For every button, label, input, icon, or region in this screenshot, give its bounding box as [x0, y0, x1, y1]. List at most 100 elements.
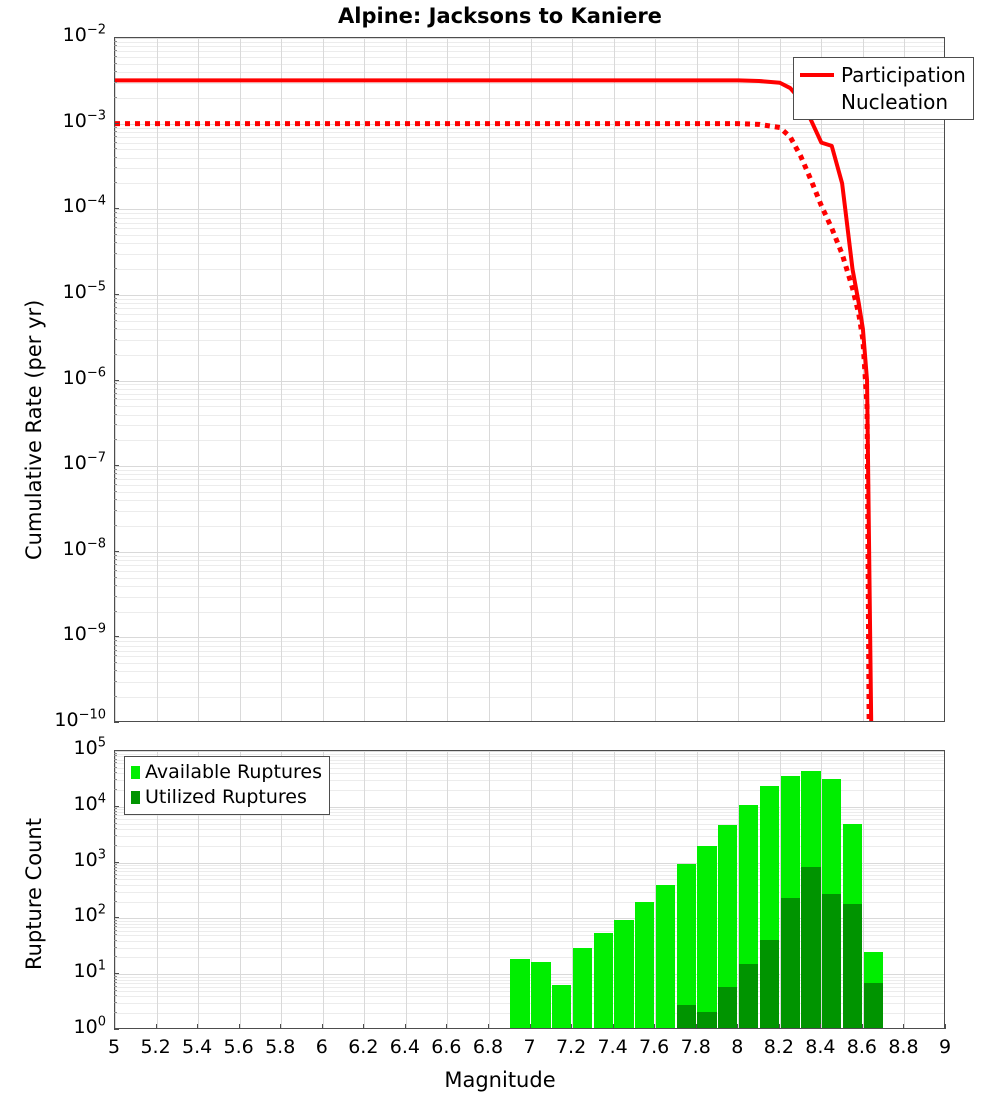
- gridline-minor: [115, 809, 944, 811]
- bar-available-ruptures: [655, 884, 676, 1028]
- y-tickmark-minor: [114, 995, 117, 997]
- legend-label-available-ruptures: Available Ruptures: [145, 761, 322, 783]
- legend-item-nucleation[interactable]: Nucleation: [800, 88, 966, 115]
- bar-utilized-ruptures: [822, 894, 842, 1028]
- gridline-vertical: [655, 38, 657, 721]
- gridline-minor: [115, 235, 944, 237]
- x-tickmark: [197, 1024, 199, 1029]
- y-tickmark-major: [114, 722, 119, 723]
- gridline-vertical: [239, 38, 241, 721]
- available-ruptures-swatch-icon: [131, 766, 140, 779]
- x-tick-label: 6.2: [348, 1036, 379, 1058]
- gridline-vertical: [447, 751, 449, 1028]
- gridline-major: [115, 38, 944, 39]
- legend-label-participation: Participation: [841, 62, 966, 87]
- y-tickmark-major: [114, 208, 119, 210]
- gridline-minor: [115, 671, 944, 673]
- gridline-vertical: [613, 751, 615, 1028]
- y-tickmark-minor: [114, 929, 117, 931]
- gridline-vertical: [821, 38, 823, 721]
- y-tickmark-minor: [114, 1002, 117, 1004]
- y-tickmark-minor: [114, 182, 117, 184]
- y-tick-label: 105: [73, 735, 106, 759]
- y-tickmark-minor: [114, 167, 117, 169]
- y-tickmark-minor: [114, 873, 117, 875]
- x-tick-label: 6.8: [472, 1036, 504, 1058]
- y-tickmark-minor: [114, 297, 117, 299]
- y-tickmark-major: [114, 1029, 119, 1030]
- y-tickmark-minor: [114, 141, 117, 143]
- y-tickmark-major: [114, 861, 119, 863]
- gridline-vertical: [281, 751, 283, 1028]
- gridline-minor: [115, 399, 944, 401]
- gridline-minor: [115, 41, 944, 43]
- x-tickmark: [321, 1024, 323, 1029]
- utilized-ruptures-swatch-icon: [131, 791, 140, 804]
- legend-item-available-ruptures[interactable]: Available Ruptures: [131, 760, 322, 785]
- gridline-minor: [115, 596, 944, 598]
- gridline-minor: [115, 393, 944, 395]
- gridline-vertical: [281, 38, 283, 721]
- y-tickmark-minor: [114, 50, 117, 52]
- gridline-vertical: [696, 38, 698, 721]
- y-tickmark-minor: [114, 762, 117, 764]
- y-tickmark-minor: [114, 890, 117, 892]
- gridline-vertical: [488, 38, 490, 721]
- y-tickmark-minor: [114, 834, 117, 836]
- gridline-minor: [115, 354, 944, 356]
- y-tick-label: 101: [73, 958, 106, 983]
- gridline-vertical: [156, 751, 158, 1028]
- gridline-minor: [115, 565, 944, 566]
- y-tickmark-minor: [114, 864, 117, 866]
- y-tickmark-minor: [114, 413, 117, 415]
- gridline-vertical: [779, 38, 781, 721]
- bottom-panel-legend: Available Ruptures Utilized Ruptures: [124, 756, 330, 815]
- y-tickmark-minor: [114, 564, 117, 565]
- curve-participation: [115, 78, 874, 721]
- legend-item-utilized-ruptures[interactable]: Utilized Ruptures: [131, 785, 322, 810]
- bar-available-ruptures: [531, 962, 551, 1028]
- y-tickmark-minor: [114, 755, 117, 757]
- legend-item-participation[interactable]: Participation: [800, 61, 966, 88]
- gridline-vertical: [738, 38, 740, 721]
- gridline-minor: [115, 577, 944, 579]
- y-tickmark-minor: [114, 439, 117, 441]
- y-tickmark-minor: [114, 662, 117, 664]
- gridline-minor: [115, 142, 944, 144]
- x-tick-label: 5: [107, 1036, 121, 1058]
- gridline-minor: [115, 780, 944, 782]
- gridline-minor: [115, 510, 944, 512]
- gridline-minor: [115, 756, 944, 758]
- y-tick-label: 104: [73, 791, 106, 815]
- y-tickmark-minor: [114, 870, 117, 872]
- y-tickmark-minor: [114, 946, 117, 948]
- y-tickmark-major: [114, 550, 119, 552]
- y-tickmark-minor: [114, 338, 117, 340]
- rupture-count-plot: [114, 750, 945, 1029]
- y-tickmark-minor: [114, 387, 117, 389]
- bar-available-ruptures: [718, 824, 738, 1028]
- gridline-minor: [115, 308, 944, 310]
- y-tickmark-minor: [114, 640, 117, 642]
- gridline-minor: [115, 812, 944, 814]
- gridline-minor: [115, 927, 944, 929]
- bar-utilized-ruptures: [718, 986, 738, 1028]
- x-tick-label: 7.4: [597, 1036, 628, 1058]
- x-tickmark: [820, 1024, 822, 1029]
- bar-utilized-ruptures: [780, 898, 800, 1028]
- gridline-major: [115, 918, 944, 920]
- y-tickmark-minor: [114, 828, 117, 829]
- gridline-minor: [115, 611, 944, 613]
- y-tickmark-minor: [114, 40, 117, 42]
- y-tickmark-minor: [114, 319, 117, 321]
- bar-utilized-ruptures: [697, 1012, 717, 1028]
- bar-available-ruptures: [676, 863, 696, 1028]
- gridline-minor: [115, 63, 944, 65]
- y-tickmark-minor: [114, 216, 117, 218]
- gridline-minor: [115, 228, 944, 230]
- x-tickmark: [280, 1024, 282, 1029]
- y-tickmark-minor: [114, 595, 117, 597]
- y-tick-label: 10−6: [62, 365, 106, 389]
- x-tick-label: 7.2: [555, 1036, 587, 1058]
